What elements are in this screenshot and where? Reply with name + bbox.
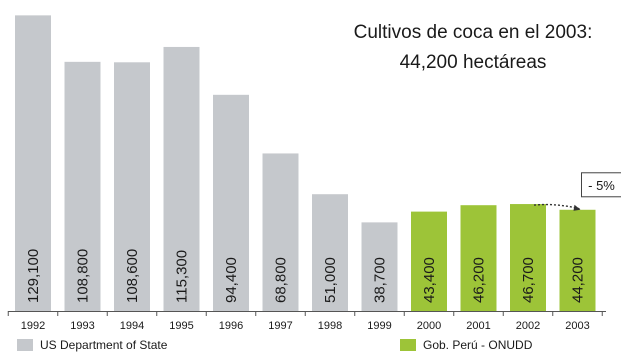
data-label-2002: 46,700 xyxy=(520,257,537,303)
bar-1993 xyxy=(64,61,101,312)
bar-2000 xyxy=(411,211,447,311)
data-label-2001: 46,200 xyxy=(471,257,488,303)
data-label-1993: 108,800 xyxy=(75,249,92,303)
chart-title: Cultivos de coca en el 2003: xyxy=(354,22,593,43)
data-label-1997: 68,800 xyxy=(273,257,290,303)
x-tick-label-1999: 1999 xyxy=(367,320,391,332)
chart-subtitle: 44,200 hectáreas xyxy=(400,52,547,73)
change-label: - 5% xyxy=(588,178,615,193)
x-tick-label-1995: 1995 xyxy=(169,320,193,332)
data-label-2003: 44,200 xyxy=(570,257,587,303)
data-label-1998: 51,000 xyxy=(322,257,339,303)
legend-label-1: Gob. Perú - ONUDD xyxy=(423,338,533,352)
bar-2003 xyxy=(559,209,596,311)
legend-label-0: US Department of State xyxy=(40,338,168,352)
x-tick-label-2001: 2001 xyxy=(466,320,490,332)
data-label-1994: 108,600 xyxy=(124,249,141,303)
bar-2001 xyxy=(460,205,497,311)
bar-1992 xyxy=(15,15,51,312)
x-axis: 1992 1993 1994 1995 1996 1997 1998 1999 2000 2001… xyxy=(7,311,606,332)
legend-swatch-1 xyxy=(400,339,416,351)
bars-layer: 129,100 108,800 108,600 115,300 94,400 68,800… xyxy=(15,15,596,312)
data-label-1995: 115,300 xyxy=(174,250,191,303)
x-tick-label-2002: 2002 xyxy=(516,320,540,332)
bar-1995 xyxy=(163,46,200,312)
bar-1997 xyxy=(262,153,299,311)
x-tick-label-1993: 1993 xyxy=(70,320,94,332)
x-tick-label-1992: 1992 xyxy=(21,320,45,332)
bar-1999 xyxy=(361,222,398,311)
change-annotation: - 5% xyxy=(533,172,621,211)
legend-swatch-0 xyxy=(17,339,33,351)
title-block: Cultivos de coca en el 2003: 44,200 hect… xyxy=(354,22,593,73)
bar-2002 xyxy=(510,204,546,311)
data-label-1992: 129,100 xyxy=(25,249,42,303)
data-label-2000: 43,400 xyxy=(421,257,438,303)
x-tick-label-2003: 2003 xyxy=(565,320,589,332)
bar-1998 xyxy=(312,194,348,311)
bar-1996 xyxy=(213,94,249,311)
x-tick-label-1996: 1996 xyxy=(219,320,243,332)
change-arrow-head xyxy=(573,204,581,211)
data-label-1999: 38,700 xyxy=(372,257,389,303)
x-tick-label-1994: 1994 xyxy=(120,320,144,332)
legend: US Department of State Gob. Perú - ONUDD xyxy=(17,338,533,352)
change-label-box xyxy=(581,172,621,198)
bar-1994 xyxy=(114,62,150,311)
x-tick-label-2000: 2000 xyxy=(417,320,441,332)
data-label-1996: 94,400 xyxy=(223,257,240,303)
x-tick-label-1998: 1998 xyxy=(318,320,342,332)
x-tick-label-1997: 1997 xyxy=(268,320,292,332)
